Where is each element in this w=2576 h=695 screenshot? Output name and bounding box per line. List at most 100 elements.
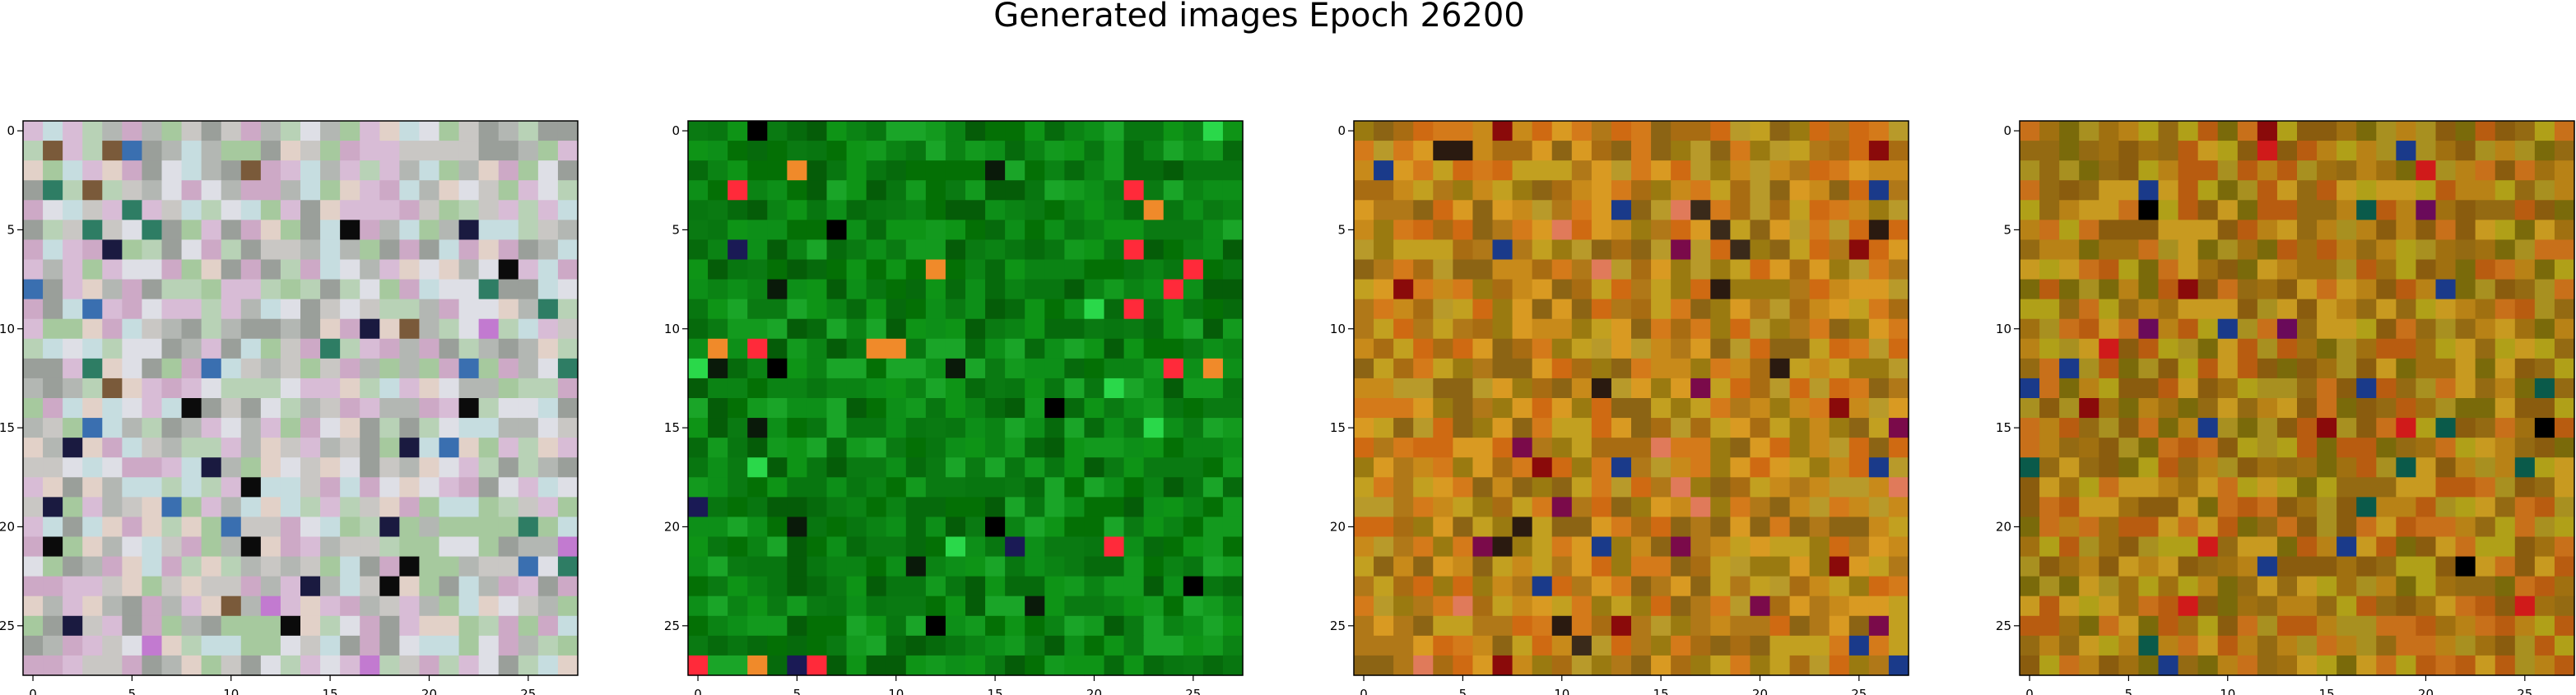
pixel-cell — [1690, 556, 1711, 577]
pixel-cell — [23, 279, 44, 300]
pixel-cell — [1044, 358, 1065, 379]
pixel-cell — [925, 220, 946, 241]
pixel-cell — [161, 398, 183, 419]
pixel-cell — [360, 200, 380, 220]
pixel-cell — [1472, 141, 1494, 161]
pixel-cell — [2099, 220, 2119, 241]
pixel-cell — [1591, 635, 1612, 656]
pixel-cell — [122, 259, 143, 280]
pixel-cell — [2475, 318, 2496, 340]
pixel-cell — [122, 477, 143, 498]
pixel-cell — [1690, 635, 1711, 656]
pixel-cell — [1064, 398, 1086, 419]
pixel-cell — [925, 615, 946, 637]
pixel-cell — [1433, 635, 1453, 656]
pixel-cell — [2079, 239, 2099, 261]
pixel-cell — [2337, 121, 2357, 141]
pixel-cell — [379, 517, 400, 538]
pixel-cell — [300, 615, 321, 637]
pixel-cell — [807, 497, 828, 518]
pixel-cell — [2039, 279, 2060, 300]
pixel-cell — [1710, 556, 1731, 577]
pixel-cell — [122, 378, 143, 399]
pixel-cell — [1750, 121, 1771, 141]
pixel-cell — [2534, 259, 2555, 280]
pixel-cell — [747, 536, 768, 558]
pixel-cell — [1354, 536, 1374, 558]
pixel-cell — [23, 517, 44, 538]
pixel-cell — [181, 299, 202, 320]
pixel-cell — [518, 635, 539, 656]
pixel-cell — [1512, 497, 1533, 518]
pixel-cell — [846, 418, 867, 438]
pixel-cell — [2376, 358, 2397, 379]
pixel-cell — [965, 497, 986, 518]
pixel-cell — [1143, 338, 1165, 359]
pixel-cell — [240, 358, 262, 379]
pixel-cell — [181, 517, 202, 538]
pixel-cell — [2138, 220, 2160, 241]
pixel-cell — [2356, 556, 2377, 577]
pixel-cell — [925, 180, 946, 201]
pixel-cell — [1183, 180, 1204, 201]
pixel-cell — [2237, 398, 2258, 419]
pixel-cell — [102, 635, 123, 656]
pixel-cell — [300, 595, 321, 617]
pixel-cell — [2138, 615, 2160, 637]
pixel-cell — [1492, 318, 1514, 340]
pixel-cell — [2059, 160, 2080, 181]
pixel-cell — [965, 358, 986, 379]
x-tick-label: 25 — [1851, 687, 1867, 695]
pixel-cell — [1354, 615, 1374, 637]
pixel-cell — [1571, 279, 1593, 300]
pixel-cell — [1084, 279, 1105, 300]
pixel-cell — [1730, 121, 1751, 141]
pixel-cell — [2554, 398, 2575, 419]
pixel-cell — [300, 477, 321, 498]
pixel-cell — [728, 536, 748, 558]
pixel-cell — [2416, 595, 2437, 617]
pixel-cell — [1591, 141, 1612, 161]
pixel-cell — [2257, 220, 2278, 241]
pixel-cell — [1571, 615, 1593, 637]
pixel-cell — [1651, 477, 1672, 498]
pixel-cell — [240, 576, 262, 597]
pixel-cell — [1769, 318, 1791, 340]
pixel-cell — [747, 299, 768, 320]
pixel-cell — [458, 635, 480, 656]
pixel-cell — [1789, 595, 1811, 617]
pixel-cell — [2435, 239, 2457, 261]
pixel-cell — [767, 318, 788, 340]
pixel-cell — [240, 141, 262, 161]
pixel-cell — [2020, 556, 2040, 577]
pixel-cell — [2099, 477, 2119, 498]
pixel-cell — [1143, 358, 1165, 379]
pixel-cell — [1374, 200, 1394, 220]
pixel-cell — [787, 477, 808, 498]
pixel-cell — [1671, 457, 1691, 478]
pixel-cell — [1868, 398, 1890, 419]
pixel-cell — [1064, 180, 1086, 201]
pixel-cell — [340, 457, 360, 478]
pixel-cell — [1710, 259, 1731, 280]
pixel-cell — [300, 517, 321, 538]
pixel-cell — [2079, 180, 2099, 201]
pixel-cell — [439, 141, 460, 161]
pixel-cell — [2257, 358, 2278, 379]
pixel-cell — [767, 160, 788, 181]
pixel-cell — [2197, 398, 2219, 419]
pixel-cell — [1084, 378, 1105, 399]
pixel-cell — [2138, 338, 2160, 359]
pixel-cell — [2039, 477, 2060, 498]
pixel-cell — [1690, 398, 1711, 419]
pixel-cell — [925, 279, 946, 300]
pixel-cell — [1829, 418, 1850, 438]
pixel-cell — [866, 121, 887, 141]
pixel-cell — [2514, 576, 2536, 597]
pixel-cell — [1512, 517, 1533, 538]
pixel-cell — [280, 239, 301, 261]
pixel-cell — [886, 279, 907, 300]
pixel-cell — [747, 220, 768, 241]
pixel-cell — [2118, 595, 2140, 617]
